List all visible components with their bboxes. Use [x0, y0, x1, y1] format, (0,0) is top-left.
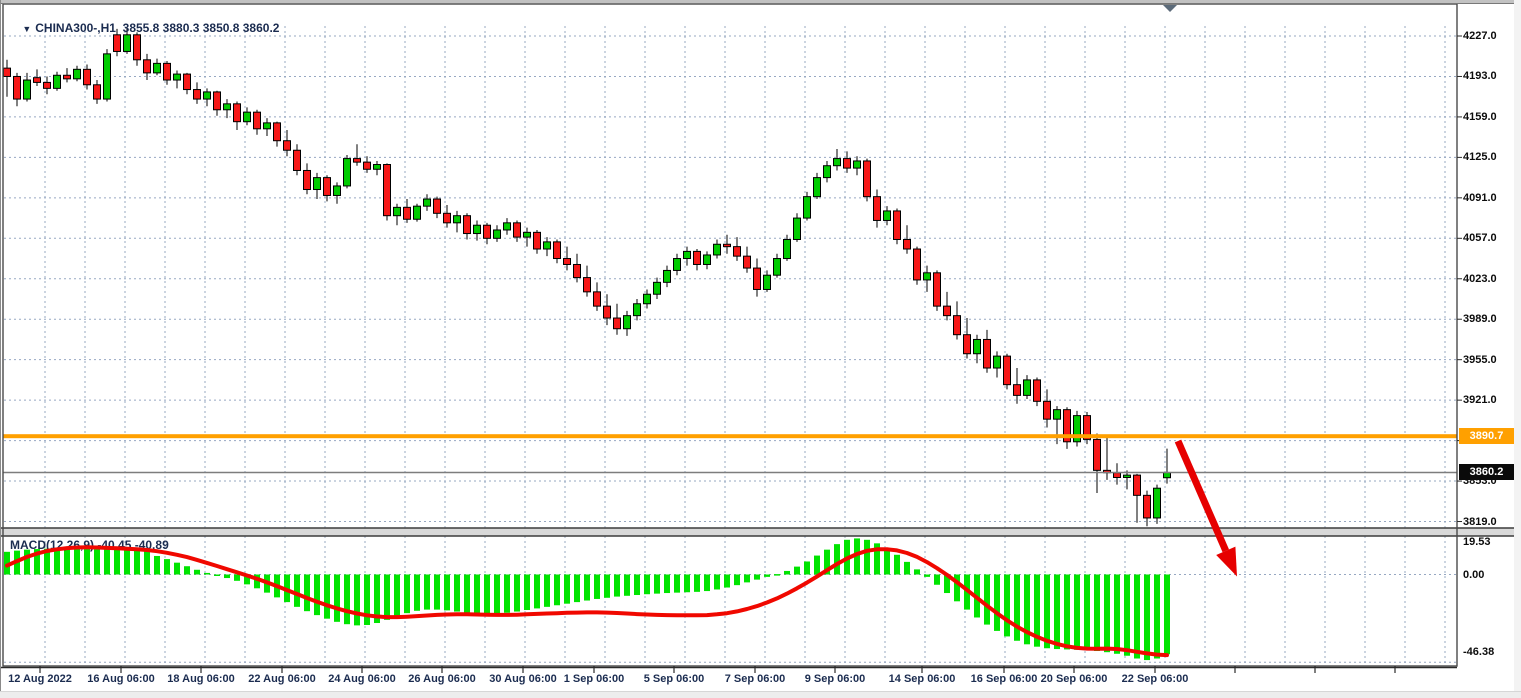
macd-signal-line	[5, 545, 1169, 658]
price-axis-ticks	[1457, 35, 1462, 523]
price-tick-label: 3989.0	[1463, 313, 1497, 326]
chart-border	[2, 3, 1458, 667]
ohlc-readout: 3855.8 3880.3 3850.8 3860.2	[122, 21, 280, 35]
pane-divider[interactable]	[0, 527, 1521, 537]
trend-arrow[interactable]	[1174, 439, 1237, 577]
price-tick-label: 4023.0	[1463, 272, 1497, 285]
time-axis-label: 16 Aug 06:00	[87, 673, 155, 685]
resistance-price-badge: 3890.7	[1459, 428, 1514, 445]
time-axis-label: 18 Aug 06:00	[167, 673, 235, 685]
price-tick-label: 3921.0	[1463, 394, 1497, 407]
symbol-timeframe-label: CHINA300-,H1	[35, 21, 116, 35]
window-left-frame	[0, 0, 1, 698]
time-axis-label: 1 Sep 06:00	[563, 673, 625, 685]
time-axis-label: 24 Aug 06:00	[328, 673, 396, 685]
time-axis-label: 22 Aug 06:00	[248, 673, 316, 685]
price-tick-label: 4091.0	[1463, 191, 1497, 204]
price-tick-label: 4159.0	[1463, 110, 1497, 123]
window-top-frame	[0, 0, 1521, 4]
time-axis-label: 30 Aug 06:00	[489, 673, 557, 685]
time-axis-label: 12 Aug 2022	[8, 673, 72, 685]
bid-price-badge: 3860.2	[1459, 464, 1514, 481]
time-axis-label: 26 Aug 06:00	[408, 673, 476, 685]
grid-layer	[4, 26, 1456, 666]
time-axis-label: 7 Sep 06:00	[724, 673, 786, 685]
time-axis-label: 5 Sep 06:00	[643, 673, 705, 685]
time-axis-label: 16 Sep 06:00	[970, 673, 1038, 685]
time-axis-label: 9 Sep 06:00	[804, 673, 866, 685]
right-margin-strip	[1514, 0, 1521, 698]
chart-title: ▼ CHINA300-,H1 3855.8 3880.3 3850.8 3860.…	[9, 7, 279, 49]
status-strip	[0, 691, 1521, 698]
price-tick-label: 3955.0	[1463, 353, 1497, 366]
scroll-position-marker-icon[interactable]	[1163, 5, 1177, 12]
time-axis-label: 14 Sep 06:00	[888, 673, 956, 685]
resistance-line	[3, 434, 1457, 439]
time-axis-label: 20 Sep 06:00	[1040, 673, 1108, 685]
candles-layer	[3, 27, 1171, 527]
macd-tick-label: -46.38	[1463, 646, 1495, 658]
time-axis-ticks	[39, 666, 1396, 673]
price-tick-label: 4057.0	[1463, 232, 1497, 245]
macd-histogram	[4, 538, 1170, 661]
time-axis-label: 22 Sep 06:00	[1121, 673, 1189, 685]
symbol-dropdown-icon[interactable]: ▼	[22, 24, 32, 34]
price-tick-label: 4125.0	[1463, 151, 1497, 164]
price-tick-label: 4193.0	[1463, 70, 1497, 83]
price-tick-label: 3819.0	[1463, 515, 1497, 528]
macd-tick-label: 0.00	[1463, 568, 1485, 581]
price-tick-label: 4227.0	[1463, 30, 1497, 42]
macd-tick-label: 19.53	[1463, 536, 1491, 548]
